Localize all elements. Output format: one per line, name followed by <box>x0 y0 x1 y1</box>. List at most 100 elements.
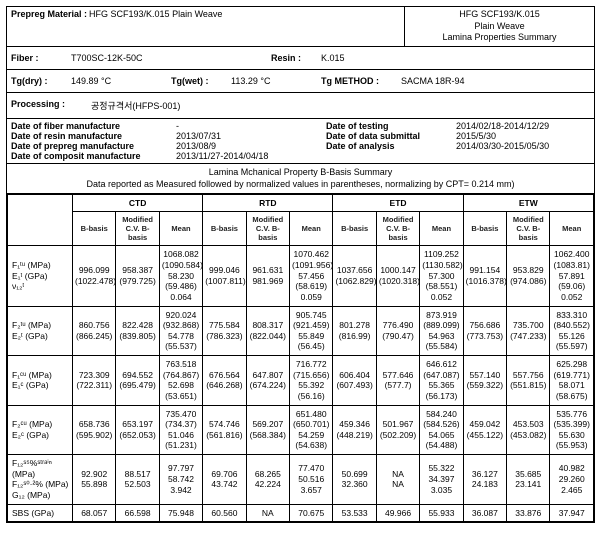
data-cell: 535.776(535.399)55.630(55.953) <box>550 405 594 455</box>
d-analysis-v: 2014/03/30-2015/05/30 <box>456 141 590 151</box>
top-right-block: HFG SCF193/K.015 Plain Weave Lamina Prop… <box>404 7 594 46</box>
data-cell: 625.298(619.771)58.071(58.675) <box>550 356 594 406</box>
data-cell: 735.700(747.233) <box>507 306 550 356</box>
row-label: SBS (GPa) <box>8 504 73 522</box>
prepreg-value: HFG SCF193/K.015 Plain Weave <box>89 9 222 44</box>
tr-line2: Plain Weave <box>409 21 590 33</box>
sub-header: B-basis <box>73 212 116 246</box>
data-cell: 97.79758.7423.942 <box>159 455 202 505</box>
data-cell: 49.966 <box>376 504 419 522</box>
data-cell: 50.69932.360 <box>333 455 376 505</box>
data-cell: 653.197(652.053) <box>116 405 159 455</box>
data-cell: 92.90255.898 <box>73 455 116 505</box>
data-cell: 77.47050.5163.657 <box>290 455 333 505</box>
data-cell: 55.933 <box>420 504 463 522</box>
env-header: CTD <box>73 195 203 212</box>
resin-label: Resin : <box>271 53 301 63</box>
data-cell: 1000.147(1020.318) <box>376 246 419 306</box>
data-cell: 1109.252(1130.582)57.300(58.551)0.052 <box>420 246 463 306</box>
data-cell: 70.675 <box>290 504 333 522</box>
data-cell: 873.919(889.099)54.963(55.584) <box>420 306 463 356</box>
data-cell: 775.584(786.323) <box>203 306 246 356</box>
d-resin-l: Date of resin manufacture <box>11 131 168 141</box>
data-cell: 808.317(822.044) <box>246 306 289 356</box>
sub-header: Modified C.V. B-basis <box>507 212 550 246</box>
sub-header: B-basis <box>333 212 376 246</box>
data-cell: 60.560 <box>203 504 246 522</box>
sub-header: Modified C.V. B-basis <box>116 212 159 246</box>
row-label: F₂ᵗᵘ (MPa)E₂ᵗ (GPa) <box>8 306 73 356</box>
data-cell: 33.876 <box>507 504 550 522</box>
tgwet-value: 113.29 °C <box>231 76 270 86</box>
d-composit-v: 2013/11/27-2014/04/18 <box>176 151 318 161</box>
data-cell: 501.967(502.209) <box>376 405 419 455</box>
summary-sub: Data reported as Measured followed by no… <box>7 179 594 191</box>
sub-header: Mean <box>420 212 463 246</box>
data-cell: 996.099(1022.478) <box>73 246 116 306</box>
tgdry-value: 149.89 °C <box>71 76 111 86</box>
sub-header: B-basis <box>463 212 506 246</box>
tr-line3: Lamina Properties Summary <box>409 32 590 44</box>
row-label: F₂ᶜᵘ (MPa)E₂ᶜ (GPa) <box>8 405 73 455</box>
tgmethod-label: Tg METHOD : <box>321 76 379 86</box>
data-cell: 905.745(921.459)55.849(56.45) <box>290 306 333 356</box>
d-prepreg-v: 2013/08/9 <box>176 141 318 151</box>
sub-header: Mean <box>550 212 594 246</box>
data-cell: 40.98229.2602.465 <box>550 455 594 505</box>
data-cell: 569.207(568.384) <box>246 405 289 455</box>
data-cell: 735.470(734.37)51.046(51.231) <box>159 405 202 455</box>
d-prepreg-l: Date of prepreg manufacture <box>11 141 168 151</box>
data-cell: 991.154(1016.378) <box>463 246 506 306</box>
processing-value: 공정규격서(HFPS-001) <box>91 101 180 111</box>
d-composit-l: Date of composit manufacture <box>11 151 168 161</box>
data-cell: 958.387(979.725) <box>116 246 159 306</box>
data-cell: NA <box>246 504 289 522</box>
data-cell: 88.51752.503 <box>116 455 159 505</box>
sub-header: Modified C.V. B-basis <box>246 212 289 246</box>
data-cell: 860.756(866.245) <box>73 306 116 356</box>
data-cell: 574.746(561.816) <box>203 405 246 455</box>
top-row: Prepreg Material : HFG SCF193/K.015 Plai… <box>7 7 594 47</box>
sub-header: Mean <box>159 212 202 246</box>
d-testing-v: 2014/02/18-2014/12/29 <box>456 121 590 131</box>
data-cell: 999.046(1007.811) <box>203 246 246 306</box>
data-cell: 557.140(559.322) <box>463 356 506 406</box>
data-cell: 69.70643.742 <box>203 455 246 505</box>
d-submittal-v: 2015/5/30 <box>456 131 590 141</box>
data-cell: 694.552(695.479) <box>116 356 159 406</box>
data-cell: 1070.462(1091.956)57.456(58.619)0.059 <box>290 246 333 306</box>
data-cell: 961.631981.969 <box>246 246 289 306</box>
tgwet-label: Tg(wet) : <box>171 76 209 86</box>
data-cell: 37.947 <box>550 504 594 522</box>
row-label: F₁ᶜᵘ (MPa)E₁ᶜ (GPa) <box>8 356 73 406</box>
data-cell: 53.533 <box>333 504 376 522</box>
prepreg-label: Prepreg Material : <box>11 9 87 44</box>
data-cell: 763.518(764.867)52.698(53.651) <box>159 356 202 406</box>
data-cell: 557.756(551.815) <box>507 356 550 406</box>
data-cell: 776.490(790.47) <box>376 306 419 356</box>
data-cell: 920.024(932.868)54.778(55.537) <box>159 306 202 356</box>
data-cell: 459.346(448.219) <box>333 405 376 455</box>
data-cell: 68.057 <box>73 504 116 522</box>
data-cell: 1068.082(1090.584)58.230(59.486)0.064 <box>159 246 202 306</box>
data-cell: 658.736(595.902) <box>73 405 116 455</box>
data-table: CTDRTDETDETWB-basisModified C.V. B-basis… <box>7 194 594 522</box>
d-analysis-l: Date of analysis <box>326 141 448 151</box>
data-cell: 833.310(840.552)55.126(55.597) <box>550 306 594 356</box>
data-cell: 822.428(839.805) <box>116 306 159 356</box>
resin-value: K.015 <box>321 53 345 63</box>
tgdry-label: Tg(dry) : <box>11 76 48 86</box>
data-cell: 801.278(816.99) <box>333 306 376 356</box>
dates-block: Date of fiber manufacture Date of resin … <box>7 119 594 164</box>
data-cell: 1062.400(1083.81)57.891(59.06)0.052 <box>550 246 594 306</box>
d-fiber-l: Date of fiber manufacture <box>11 121 168 131</box>
summary-title: Lamina Mchanical Property B-Basis Summar… <box>7 167 594 179</box>
fiber-value: T700SC-12K-50C <box>71 53 143 63</box>
data-cell: 651.480(650.701)54.259(54.638) <box>290 405 333 455</box>
row-label: F₁₂ˢ⁵%ˢᵗʳᵃⁱⁿ (MPa)F₁₂ˢ⁰·²% (MPa)G₁₂ (MPa… <box>8 455 73 505</box>
document: Prepreg Material : HFG SCF193/K.015 Plai… <box>6 6 595 523</box>
data-cell: 36.12724.183 <box>463 455 506 505</box>
data-cell: 1037.656(1062.829) <box>333 246 376 306</box>
data-cell: 66.598 <box>116 504 159 522</box>
data-cell: 723.309(722.311) <box>73 356 116 406</box>
